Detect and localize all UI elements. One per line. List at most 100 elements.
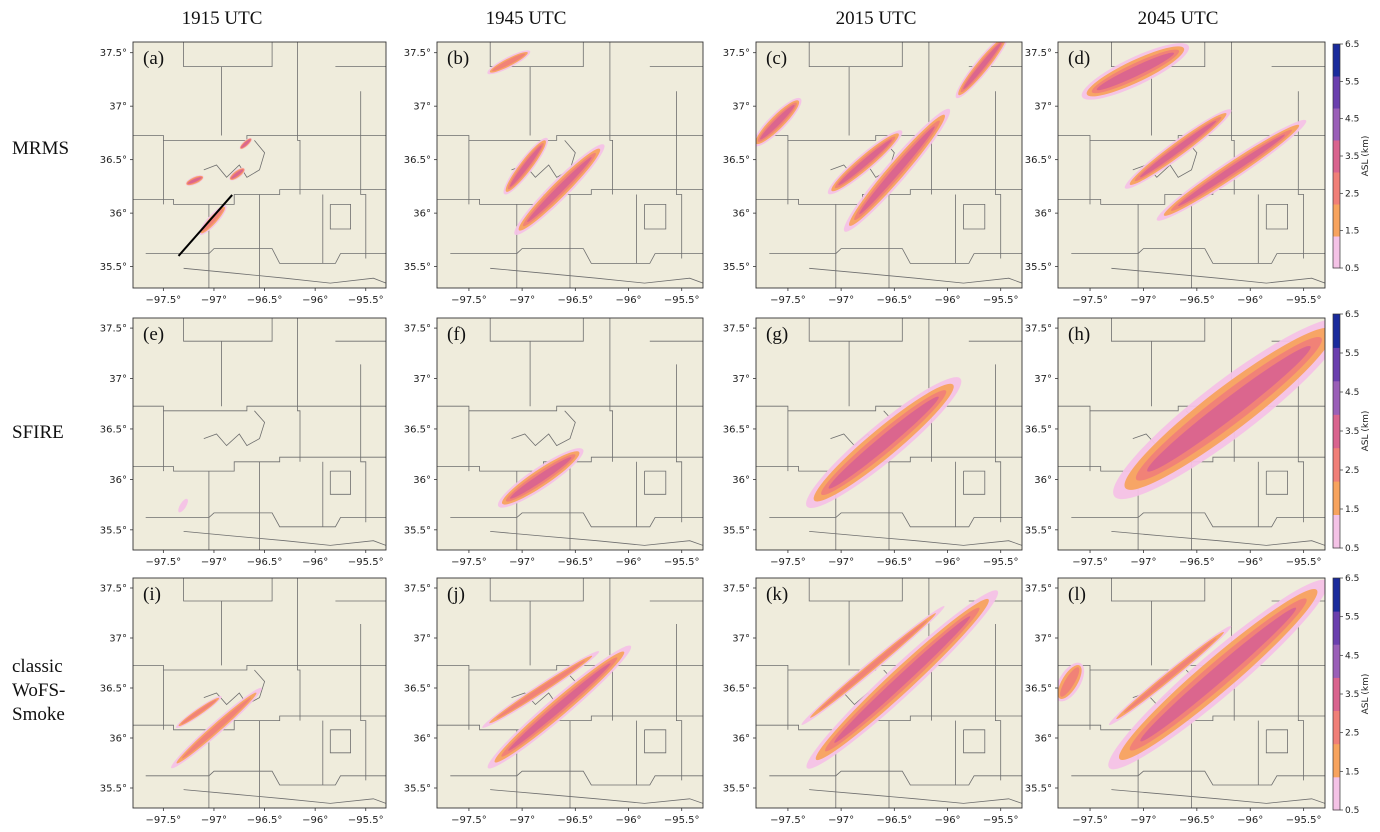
column-title: 2015 UTC [836, 8, 917, 29]
x-tick-label: −95.5° [664, 295, 700, 306]
x-tick-label: −96° [302, 815, 328, 826]
colorbar: 0.5 1.5 2.5 3.5 4.5 5.5 6.5 ASL (km) [1332, 310, 1371, 554]
smoke-plume [827, 130, 903, 195]
panel-tag: (k) [766, 584, 788, 605]
y-tick-label: 37° [109, 102, 127, 113]
smoke-plume [801, 605, 945, 726]
panel-tag: (a) [143, 48, 164, 69]
y-tick-label: 37° [732, 102, 750, 113]
map-panel-i: (i) −97.5° −97° −96.5° −96° −95.5° 35.5° 36° 36.… [100, 577, 387, 826]
smoke-plume [171, 687, 262, 769]
colorbar: 0.5 1.5 2.5 3.5 4.5 5.5 6.5 ASL (km) [1332, 574, 1371, 816]
smoke-plume [185, 175, 204, 186]
y-tick-label: 37.5° [100, 584, 127, 595]
colorbar-segment [1333, 44, 1340, 77]
y-tick-label: 36° [413, 475, 431, 486]
map-frame [132, 41, 387, 289]
x-tick-label: −97.5° [146, 815, 182, 826]
smoke-plume [1113, 318, 1325, 500]
colorbar-segment [1333, 414, 1340, 449]
x-tick-label: −97° [201, 295, 227, 306]
panel-tag: (d) [1068, 48, 1090, 69]
y-tick-label: 37.5° [1025, 584, 1052, 595]
y-tick-label: 37.5° [100, 324, 127, 335]
colorbar-segment [1333, 108, 1340, 141]
x-tick-label: −96° [934, 295, 960, 306]
map-frame [1057, 317, 1326, 551]
y-tick-label: 37° [109, 634, 127, 645]
y-tick-label: 36.5° [1025, 155, 1052, 166]
y-tick-label: 36° [413, 734, 431, 745]
colorbar-segment [1333, 172, 1340, 205]
y-tick-label: 37.5° [404, 584, 431, 595]
y-tick-label: 36.5° [100, 684, 127, 695]
smoke-plume [199, 205, 227, 236]
x-tick-label: −95.5° [348, 295, 384, 306]
y-tick-label: 36° [1034, 475, 1052, 486]
x-tick-label: −97.5° [451, 295, 487, 306]
colorbar-segment [1333, 347, 1340, 382]
row-label: SFIRE [12, 422, 64, 443]
colorbar-tick-label: 6.5 [1345, 310, 1359, 320]
smoke-plume [843, 108, 951, 232]
smoke-plume [487, 645, 632, 769]
colorbar-segment [1333, 677, 1340, 711]
colorbar-segment [1333, 447, 1340, 482]
county-borders [1058, 42, 1325, 288]
column-title: 1945 UTC [486, 8, 567, 29]
map-panel-d: (d) −97.5° −97° −96.5° −96° −95.5° 35.5° 36° 36.… [1025, 41, 1326, 306]
y-tick-label: 36.5° [404, 684, 431, 695]
y-tick-label: 35.5° [100, 784, 127, 795]
y-tick-label: 35.5° [1025, 784, 1052, 795]
y-tick-label: 37° [732, 634, 750, 645]
x-tick-label: −96.5° [557, 815, 593, 826]
colorbar-tick-label: 1.5 [1345, 767, 1359, 777]
county-borders [133, 318, 386, 550]
y-tick-label: 37.5° [100, 48, 127, 59]
colorbar-segment [1333, 611, 1340, 645]
x-tick-label: −95.5° [348, 815, 384, 826]
colorbar-segment [1333, 76, 1340, 109]
y-tick-label: 35.5° [1025, 525, 1052, 536]
smoke-plume [178, 498, 188, 513]
colorbar-tick-label: 3.5 [1345, 427, 1359, 437]
y-tick-label: 36.5° [723, 155, 750, 166]
colorbar-label: ASL (km) [1361, 136, 1371, 177]
x-tick-label: −96.5° [557, 557, 593, 568]
x-tick-label: −97.5° [1072, 295, 1108, 306]
y-tick-label: 37° [109, 374, 127, 385]
x-tick-label: −97° [1130, 557, 1156, 568]
row-label: Smoke [12, 704, 65, 725]
colorbar-tick-label: 0.5 [1345, 264, 1359, 274]
colorbar-segment [1333, 140, 1340, 173]
x-tick-label: −97° [828, 815, 854, 826]
x-tick-label: −97° [1130, 295, 1156, 306]
x-tick-label: −97.5° [146, 295, 182, 306]
y-tick-label: 35.5° [723, 525, 750, 536]
x-tick-label: −96° [615, 295, 641, 306]
y-tick-label: 37° [1034, 102, 1052, 113]
panel-tag: (c) [766, 48, 787, 69]
y-tick-label: 36.5° [723, 424, 750, 435]
x-tick-label: −95.5° [348, 557, 384, 568]
smoke-plume [1081, 43, 1190, 100]
y-tick-label: 36° [732, 475, 750, 486]
x-tick-label: −97.5° [451, 815, 487, 826]
x-tick-label: −96.5° [247, 815, 283, 826]
map-frame [132, 317, 387, 551]
x-tick-label: −97.5° [1072, 815, 1108, 826]
map-panel-k: (k) −97.5° −97° −96.5° −96° −95.5° 35.5° 36° 36.… [723, 577, 1023, 826]
colorbar-segment [1333, 743, 1340, 778]
x-tick-label: −97° [509, 295, 535, 306]
x-tick-label: −97° [201, 815, 227, 826]
colorbar-segment [1333, 236, 1340, 269]
colorbar-segment [1333, 204, 1340, 237]
map-panel-f: (f) −97.5° −97° −96.5° −96° −95.5° 35.5° 36° 36.… [404, 317, 704, 568]
map-frame [1057, 41, 1326, 289]
x-tick-label: −97° [509, 557, 535, 568]
map-frame [1057, 577, 1326, 809]
y-tick-label: 36° [732, 734, 750, 745]
y-tick-label: 35.5° [100, 262, 127, 273]
smoke-plume [1108, 579, 1325, 770]
x-tick-label: −95.5° [983, 557, 1019, 568]
